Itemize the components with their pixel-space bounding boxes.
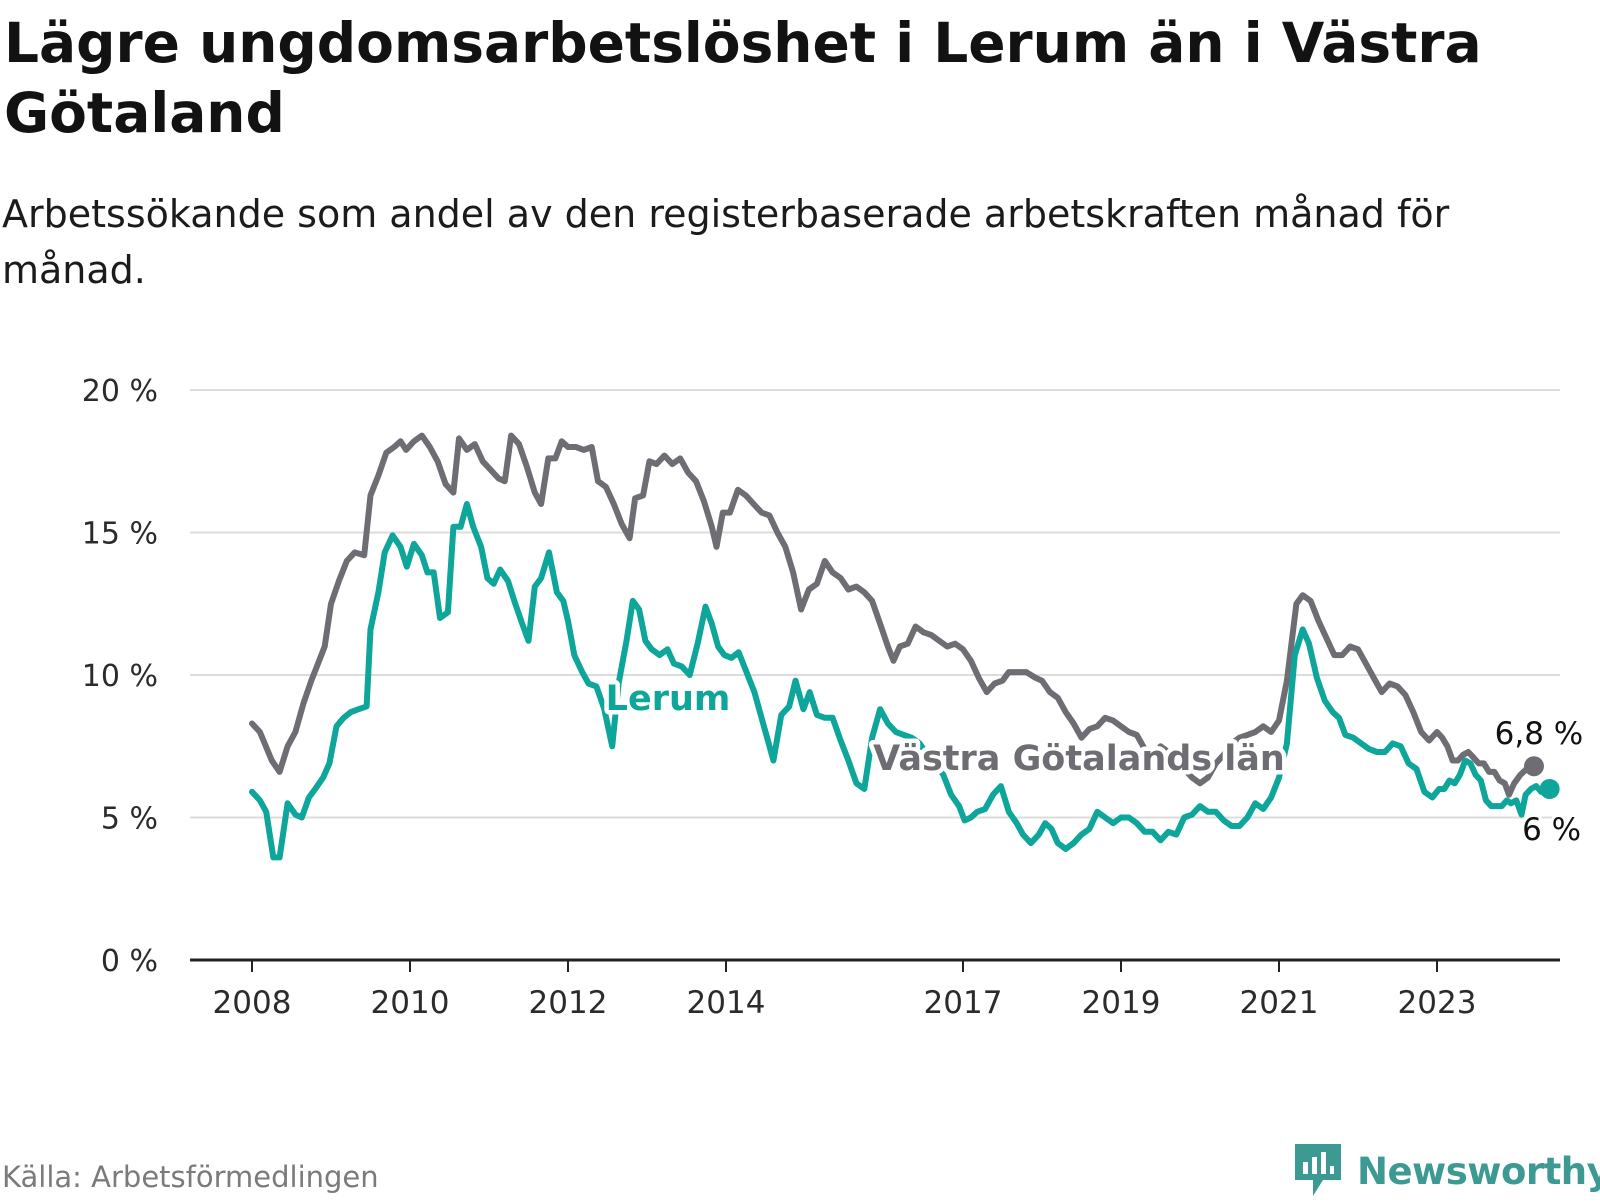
brand-logo: Newsworthy (1291, 1140, 1600, 1202)
x-tick-label: 2017 (924, 985, 1003, 1021)
y-tick-label: 5 % (101, 802, 158, 837)
x-tick-label: 2021 (1240, 985, 1319, 1021)
newsworthy-logo-icon (1295, 1144, 1341, 1196)
series-label-vastra-gotalands-lan: Västra Götalands län (873, 739, 1285, 779)
axis-layer: 0 % 5 % 10 % 15 % 20 % 2008 2010 2012 2014 2017 20… (82, 374, 1560, 1021)
grid-layer (190, 389, 1560, 819)
y-tick-label: 15 % (82, 517, 158, 552)
y-tick-label: 10 % (82, 659, 158, 694)
series-line-vastra-gotalands-lan (249, 432, 1537, 798)
label-layer: Lerum Västra Götalands län 6,8 % 6 % (601, 675, 1586, 852)
x-tick-label: 2008 (213, 985, 292, 1021)
x-tick-label: 2010 (371, 985, 450, 1021)
x-tick-label: 2019 (1082, 985, 1161, 1021)
chart-subtitle: Arbetssökande som andel av den registerb… (2, 192, 1450, 292)
y-tick-label: 0 % (101, 944, 158, 979)
series-end-marker (1523, 756, 1544, 777)
end-label-lerum: 6 % (1522, 812, 1581, 848)
series-label-lerum: Lerum (606, 679, 731, 719)
x-tick-label: 2014 (687, 985, 766, 1021)
series-layer (249, 432, 1560, 861)
source-note: Källa: Arbetsförmedlingen (2, 1160, 379, 1194)
y-tick-label: 20 % (82, 374, 158, 409)
series-line-lerum (249, 501, 1553, 861)
end-label-vastra-gotalands-lan: 6,8 % (1495, 716, 1584, 752)
chart-title: Lägre ungdomsarbetslöshet i Lerum än i V… (4, 11, 1482, 145)
x-tick-label: 2023 (1398, 985, 1477, 1021)
brand-name: Newsworthy (1357, 1149, 1600, 1193)
series-end-marker (1539, 779, 1560, 799)
x-tick-label: 2012 (529, 985, 608, 1021)
